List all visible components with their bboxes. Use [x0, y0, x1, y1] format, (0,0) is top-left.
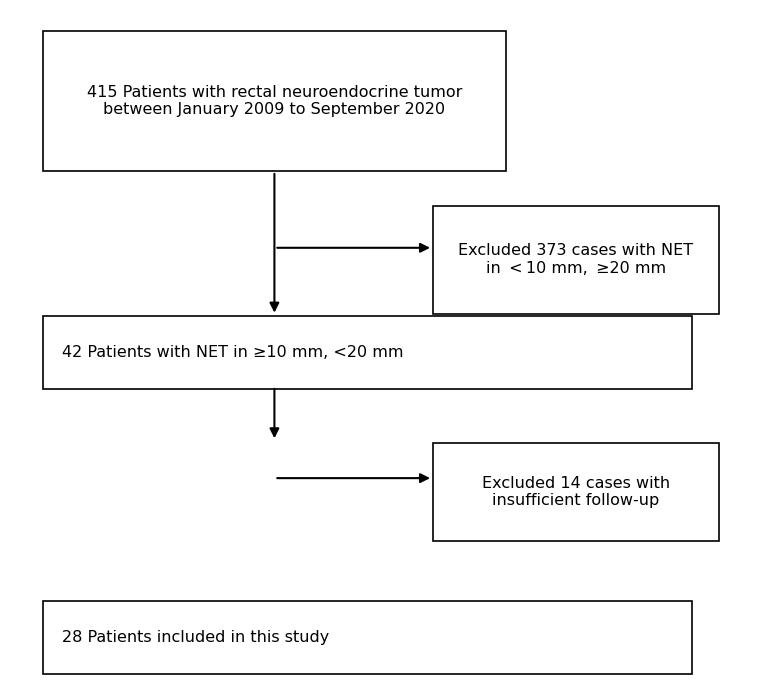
FancyBboxPatch shape — [43, 600, 692, 674]
FancyBboxPatch shape — [43, 31, 506, 171]
Text: 415 Patients with rectal neuroendocrine tumor
between January 2009 to September : 415 Patients with rectal neuroendocrine … — [87, 85, 462, 117]
Text: 28 Patients included in this study: 28 Patients included in this study — [62, 630, 329, 645]
Text: 42 Patients with NET in ≥10 mm, <20 mm: 42 Patients with NET in ≥10 mm, <20 mm — [62, 345, 404, 360]
Text: Excluded 14 cases with
insufficient follow-up: Excluded 14 cases with insufficient foll… — [482, 476, 670, 508]
FancyBboxPatch shape — [433, 443, 719, 541]
FancyBboxPatch shape — [43, 315, 692, 389]
Text: Excluded 373 cases with NET
in  < 10 mm,  ≥20 mm: Excluded 373 cases with NET in < 10 mm, … — [458, 244, 693, 276]
FancyBboxPatch shape — [433, 205, 719, 314]
